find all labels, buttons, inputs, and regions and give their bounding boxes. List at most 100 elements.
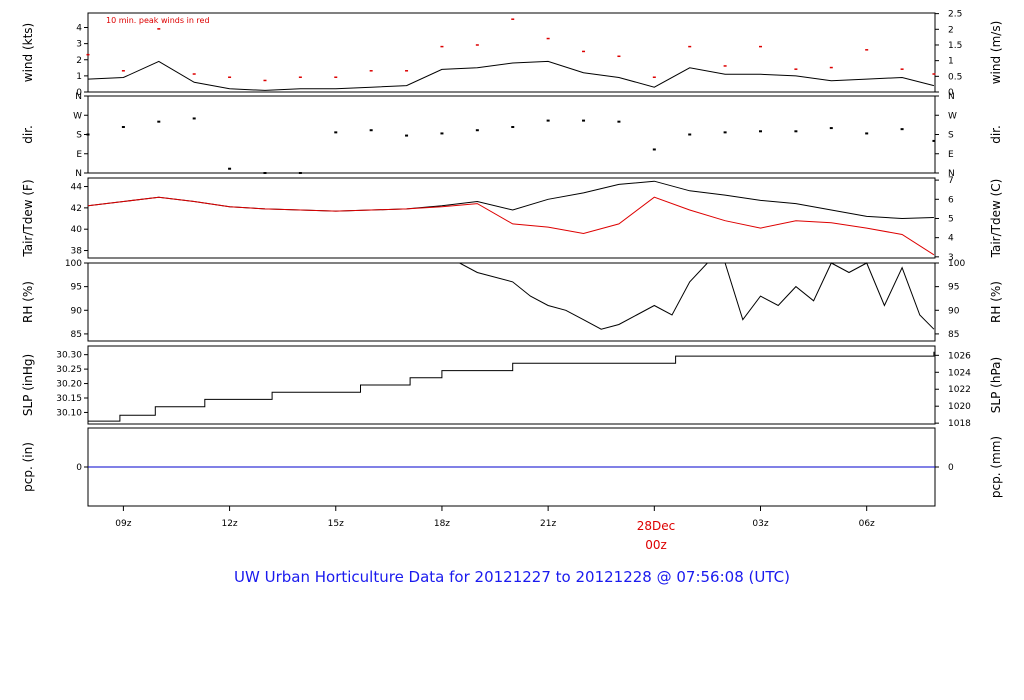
peak-wind-mark <box>932 73 936 75</box>
peak-wind-mark <box>86 53 90 56</box>
panel-frame <box>87 345 936 425</box>
direction-point <box>617 120 621 123</box>
peak-wind-mark <box>334 76 338 78</box>
left-tick-label: 0 <box>76 88 82 98</box>
right-tick-label: 0 <box>948 463 954 473</box>
chart-title: UW Urban Horticulture Data for 20121227 … <box>234 568 790 586</box>
direction-point <box>475 129 479 132</box>
panel-wind: 0 1 2 3 4 0 0.5 1 1.5 2 2.5 wind (kts) wind (m/s) 10 … <box>21 10 1003 98</box>
x-tick-label: 12z <box>221 519 237 529</box>
right-tick-label: 1024 <box>948 368 971 378</box>
x-tick-label: 06z <box>859 519 875 529</box>
x-tick-label: 18z <box>434 519 450 529</box>
direction-point <box>759 130 763 133</box>
peak-wind-mark <box>794 68 798 70</box>
series-line-air <box>87 180 934 220</box>
panel-frame <box>87 12 936 93</box>
right-tick-label: 95 <box>948 283 959 293</box>
right-tick-label: 1018 <box>948 419 971 429</box>
direction-point <box>228 167 232 170</box>
y-axis-label-left: wind (kts) <box>21 23 35 82</box>
y-axis-label-right: pcp. (mm) <box>989 436 1003 498</box>
right-tick-label: 1 <box>948 57 954 67</box>
left-tick-label: 0 <box>76 463 82 473</box>
series-line-rh <box>420 262 935 330</box>
direction-point <box>794 130 798 133</box>
day-label-hour: 00z <box>645 538 667 552</box>
left-tick-label: 30.15 <box>56 394 82 404</box>
direction-point <box>723 131 727 134</box>
peak-wind-mark <box>688 45 692 48</box>
direction-point <box>369 129 373 132</box>
direction-point <box>192 117 196 120</box>
peak-wind-mark <box>157 28 161 30</box>
direction-point <box>865 132 869 135</box>
right-tick-label: 6 <box>948 195 954 205</box>
right-tick-label: S <box>948 131 954 141</box>
peak-wind-mark <box>546 37 550 40</box>
y-axis-label-right: SLP (hPa) <box>989 357 1003 413</box>
left-tick-label: 30.30 <box>56 351 82 361</box>
right-tick-label: 3 <box>948 253 954 263</box>
right-tick-label: N <box>948 169 955 179</box>
direction-point <box>440 132 444 135</box>
right-tick-label: 1.5 <box>948 41 962 51</box>
right-tick-label: 1020 <box>948 402 971 412</box>
left-tick-label: 38 <box>71 247 83 257</box>
peak-wind-mark <box>723 65 727 67</box>
peak-wind-mark <box>617 55 621 58</box>
direction-point <box>511 126 515 129</box>
direction-point <box>157 120 161 123</box>
peak-wind-mark <box>759 45 763 48</box>
left-tick-label: 30.20 <box>56 380 82 390</box>
peak-wind-mark <box>865 49 869 51</box>
left-tick-label: 42 <box>71 204 82 214</box>
peak-wind-mark <box>298 76 302 78</box>
y-axis-label-left: SLP (inHg) <box>21 354 35 416</box>
direction-point <box>932 139 936 142</box>
left-tick-label: 30.25 <box>56 365 82 375</box>
direction-point <box>829 127 833 130</box>
y-axis-label-left: Tair/Tdew (F) <box>21 179 35 257</box>
direction-point <box>652 148 656 151</box>
annotation: 10 min. peak winds in red <box>106 16 210 25</box>
peak-wind-mark <box>652 76 656 78</box>
direction-point <box>405 134 409 137</box>
y-axis-label-left: pcp. (in) <box>21 442 35 492</box>
x-tick-label: 09z <box>115 519 131 529</box>
peak-wind-mark <box>440 45 444 48</box>
right-tick-label: 0 <box>948 88 954 98</box>
left-tick-label: 1 <box>76 72 82 82</box>
direction-point <box>86 133 90 136</box>
x-tick-label: 03z <box>752 519 768 529</box>
peak-wind-mark <box>369 70 373 72</box>
left-tick-label: 3 <box>76 40 82 50</box>
peak-wind-mark <box>511 18 515 20</box>
right-tick-label: 5 <box>948 214 954 224</box>
left-tick-label: N <box>75 92 82 102</box>
right-tick-label: 1022 <box>948 385 971 395</box>
left-tick-label: N <box>75 169 82 179</box>
series-line-slp <box>88 351 935 422</box>
peak-wind-mark <box>900 68 904 70</box>
right-tick-label: 85 <box>948 330 959 340</box>
direction-point <box>334 131 338 134</box>
left-tick-label: 4 <box>76 24 82 34</box>
direction-point <box>546 119 550 122</box>
right-tick-label: 7 <box>948 176 954 186</box>
right-tick-label: 2.5 <box>948 10 962 20</box>
right-tick-label: 0.5 <box>948 72 962 82</box>
panel-frame <box>87 262 936 342</box>
day-label-date: 28Dec <box>637 519 676 533</box>
right-tick-label: 100 <box>948 259 965 269</box>
direction-point <box>900 128 904 131</box>
peak-wind-mark <box>263 79 267 82</box>
peak-wind-mark <box>829 66 833 69</box>
panel-frame <box>87 177 936 259</box>
left-tick-label: 90 <box>71 306 83 316</box>
series-line-dew <box>87 196 935 256</box>
panel-precip: 0 0 pcp. (in) pcp. (mm) <box>21 427 1003 507</box>
peak-wind-mark <box>475 44 479 46</box>
peak-wind-mark <box>405 70 409 72</box>
